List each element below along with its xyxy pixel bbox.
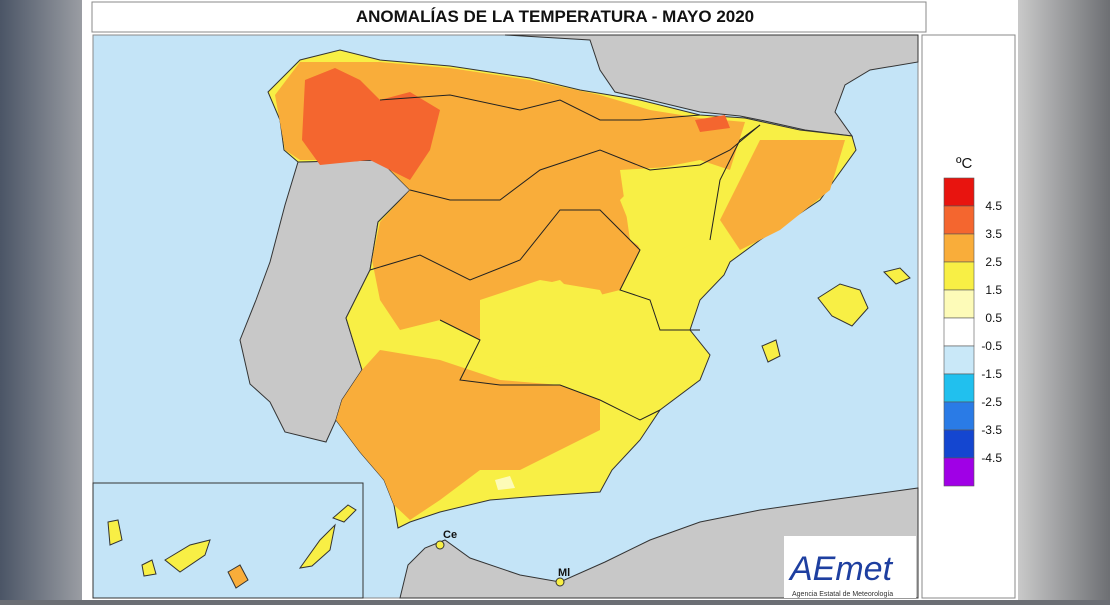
legend-swatch bbox=[943, 457, 975, 487]
title: ANOMALÍAS DE LA TEMPERATURA - MAYO 2020 bbox=[356, 7, 754, 26]
legend-swatch bbox=[943, 289, 975, 319]
legend-swatch bbox=[943, 317, 975, 347]
island bbox=[227, 564, 249, 589]
legend-swatch bbox=[943, 401, 975, 431]
legend-swatch bbox=[943, 261, 975, 291]
legend-swatch bbox=[943, 205, 975, 235]
city-label: Ce bbox=[443, 529, 457, 541]
anomaly-area bbox=[720, 140, 845, 250]
legend-swatch bbox=[943, 177, 975, 207]
legend-swatch bbox=[943, 373, 975, 403]
legend-unit: ºC bbox=[956, 155, 972, 172]
legend-label: 1.5 bbox=[985, 283, 1002, 297]
island bbox=[817, 283, 869, 327]
legend-label: 3.5 bbox=[985, 227, 1002, 241]
legend-label: -1.5 bbox=[981, 367, 1002, 381]
island bbox=[883, 267, 911, 285]
island bbox=[107, 519, 123, 546]
anomaly-area bbox=[620, 165, 720, 260]
legend-label: -2.5 bbox=[981, 395, 1002, 409]
city-marker bbox=[435, 540, 445, 550]
anomaly-area bbox=[480, 280, 620, 370]
anomaly-area bbox=[302, 68, 440, 180]
legend-label: 2.5 bbox=[985, 255, 1002, 269]
legend-label: -4.5 bbox=[981, 451, 1002, 465]
city-label: Ml bbox=[558, 567, 570, 579]
region-border bbox=[379, 94, 701, 121]
region-border bbox=[439, 319, 661, 421]
region-border bbox=[709, 124, 761, 241]
island bbox=[141, 559, 157, 577]
canary-inset bbox=[92, 482, 364, 599]
legend-swatch bbox=[943, 429, 975, 459]
island bbox=[164, 539, 211, 573]
anomaly-area bbox=[695, 115, 730, 132]
island bbox=[332, 504, 357, 523]
legend-swatch bbox=[943, 345, 975, 375]
logo-box bbox=[784, 536, 916, 598]
island bbox=[761, 339, 781, 363]
legend-label: 4.5 bbox=[985, 199, 1002, 213]
legend: ºC 4.5 3.5 2.5 1.5 0.5 -0.5 -1.5 -2.5 -3.5 -4.5 bbox=[921, 34, 1016, 599]
blurred-side bbox=[1018, 0, 1110, 600]
region-border bbox=[369, 209, 700, 331]
region-border bbox=[409, 124, 761, 201]
island bbox=[298, 523, 336, 569]
anomaly-area bbox=[336, 350, 600, 520]
map: Ce Ml AEmet Agencia Estatal de Meteorolo… bbox=[92, 34, 919, 599]
legend-swatch bbox=[943, 233, 975, 263]
logo: AEmet bbox=[788, 550, 894, 588]
legend-label: -0.5 bbox=[981, 339, 1002, 353]
legend-label: -3.5 bbox=[981, 423, 1002, 437]
city-marker bbox=[555, 577, 565, 587]
blurred-side bbox=[0, 0, 82, 600]
title-bar bbox=[91, 1, 927, 33]
anomaly-area bbox=[495, 476, 515, 490]
france bbox=[504, 34, 919, 137]
logo-subtitle: Agencia Estatal de Meteorología bbox=[792, 591, 893, 598]
legend-label: 0.5 bbox=[985, 311, 1002, 325]
